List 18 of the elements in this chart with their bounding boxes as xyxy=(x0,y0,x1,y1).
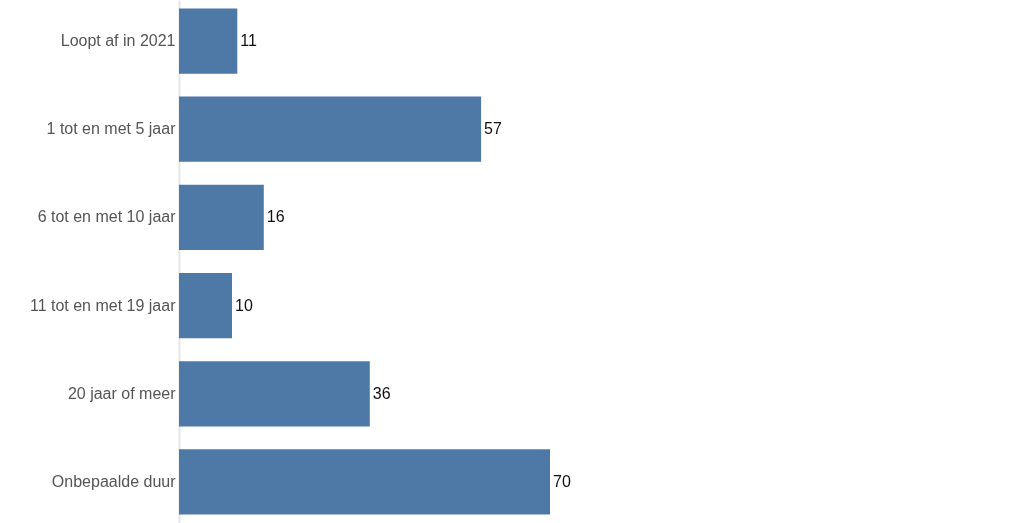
y-tick-label: 11 tot en met 19 jaar xyxy=(29,296,177,314)
data-label: 57 xyxy=(484,120,502,138)
data-label: 11 xyxy=(240,32,258,50)
bar xyxy=(179,184,264,251)
bar xyxy=(179,8,238,74)
bar xyxy=(179,361,370,427)
data-label: 36 xyxy=(372,384,391,402)
y-tick-label: 1 tot en met 5 jaar xyxy=(46,120,177,138)
data-label: 70 xyxy=(553,472,571,490)
y-tick-label: Loopt af in 2021 xyxy=(60,32,176,50)
y-tick-label: 6 tot en met 10 jaar xyxy=(37,208,177,226)
y-tick-label: Onbepaalde duur xyxy=(51,472,177,490)
bar xyxy=(179,96,482,162)
data-label: 10 xyxy=(235,296,253,314)
bar xyxy=(179,272,232,339)
data-label: 16 xyxy=(266,208,285,226)
bar xyxy=(179,449,550,515)
y-tick-label: 20 jaar of meer xyxy=(67,384,177,402)
